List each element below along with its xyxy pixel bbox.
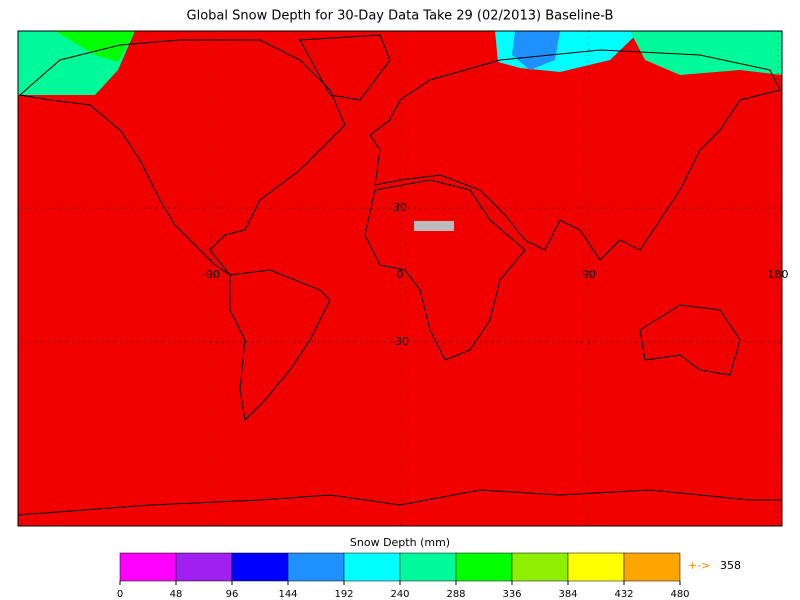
colorbar-swatch bbox=[511, 552, 569, 582]
colorbar-swatch bbox=[287, 552, 345, 582]
lon-label: 0 bbox=[397, 268, 404, 281]
colorbar-swatch bbox=[623, 552, 681, 582]
lon-label: 90 bbox=[582, 268, 596, 281]
colorbar-tick-label: 96 bbox=[226, 589, 239, 600]
colorbar-tick-label: 192 bbox=[334, 589, 353, 600]
colorbar-tick-label: 336 bbox=[502, 589, 521, 600]
lon-label: 180 bbox=[768, 268, 789, 281]
colorbar-swatch bbox=[231, 552, 289, 582]
colorbar-swatch bbox=[119, 552, 177, 582]
colorbar-tick-label: 0 bbox=[117, 589, 123, 600]
missing-data bbox=[414, 221, 454, 231]
lon-label: -90 bbox=[202, 268, 220, 281]
colorbar-tick-label: 384 bbox=[558, 589, 577, 600]
max-marker: +-> bbox=[688, 559, 710, 572]
colorbar-swatch bbox=[175, 552, 233, 582]
coastlines bbox=[17, 34, 782, 516]
title: Global Snow Depth for 30-Day Data Take 2… bbox=[187, 9, 614, 24]
colorbar-tick-label: 240 bbox=[390, 589, 409, 600]
colorbar-swatch bbox=[399, 552, 457, 582]
map-fill bbox=[18, 31, 782, 526]
colorbar-label: Snow Depth (mm) bbox=[350, 536, 450, 549]
max-value: 358 bbox=[720, 559, 741, 572]
colorbar-swatch bbox=[343, 552, 401, 582]
colorbar-tick-label: 48 bbox=[170, 589, 183, 600]
colorbar-swatch bbox=[455, 552, 513, 582]
snow-patch bbox=[55, 31, 135, 62]
colorbar-tick-label: 432 bbox=[614, 589, 633, 600]
lat-label: -30 bbox=[391, 335, 409, 348]
colorbar-tick-label: 288 bbox=[446, 589, 465, 600]
colorbar-tick-label: 480 bbox=[670, 589, 689, 600]
lat-label: 30 bbox=[393, 201, 407, 214]
colorbar-tick-label: 144 bbox=[278, 589, 297, 600]
snow-patch bbox=[512, 31, 560, 70]
colorbar-swatch bbox=[567, 552, 625, 582]
map bbox=[17, 30, 783, 527]
